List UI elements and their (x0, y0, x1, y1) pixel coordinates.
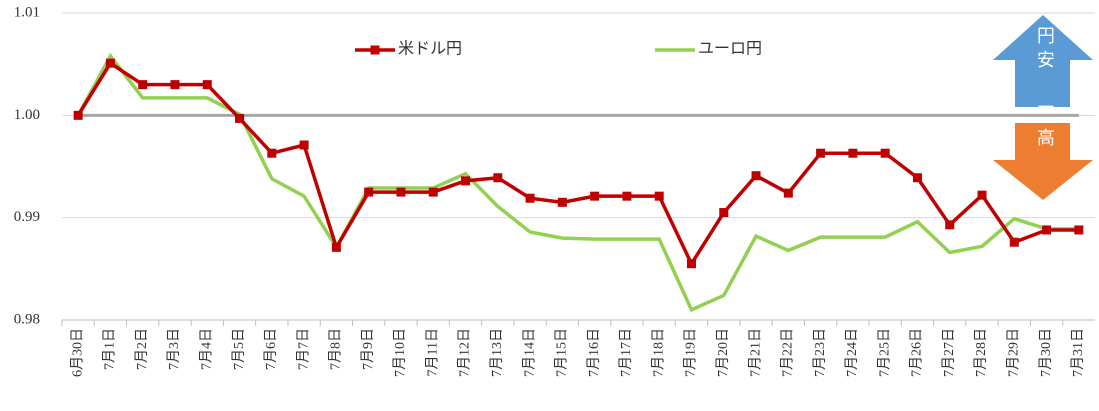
marker (880, 148, 890, 158)
marker (138, 80, 148, 90)
legend-marker (370, 45, 380, 55)
x-tick-label: 6月30日 (69, 328, 85, 377)
x-tick-label: 7月15日 (554, 328, 570, 377)
marker (912, 173, 922, 183)
x-tick-label: 7月17日 (618, 328, 634, 377)
x-tick-label: 7月9日 (360, 328, 376, 370)
x-tick-label: 7月13日 (489, 328, 505, 377)
x-tick-label: 7月14日 (521, 328, 537, 377)
x-tick-label: 7月19日 (683, 328, 699, 377)
marker (267, 148, 277, 158)
legend-label: 米ドル円 (398, 40, 462, 58)
y-tick-label: 1.01 (14, 4, 40, 20)
marker (719, 208, 729, 218)
x-tick-label: 7月28日 (973, 328, 989, 377)
marker (848, 148, 858, 158)
x-tick-label: 7月4日 (198, 328, 214, 370)
y-tick-label: 0.99 (14, 209, 40, 225)
down-arrow (993, 123, 1093, 200)
marker (461, 176, 471, 186)
series-line (76, 60, 1079, 268)
marker (622, 191, 632, 201)
marker (1042, 225, 1052, 235)
x-tick-label: 7月26日 (909, 328, 925, 377)
annotation: 円高 (1035, 104, 1055, 152)
marker (590, 191, 600, 201)
y-tick-label: 0.98 (14, 311, 40, 327)
x-tick-label: 7月8日 (328, 328, 344, 370)
marker (235, 113, 245, 123)
series-line (76, 52, 1079, 313)
marker (686, 259, 696, 269)
marker (299, 140, 309, 150)
x-tick-label: 7月2日 (134, 328, 150, 370)
x-tick-label: 7月12日 (457, 328, 473, 377)
marker (428, 187, 438, 197)
marker (945, 220, 955, 230)
x-tick-label: 7月10日 (392, 328, 408, 377)
x-tick-label: 7月16日 (586, 328, 602, 377)
marker (1074, 225, 1084, 235)
marker (654, 191, 664, 201)
x-tick-label: 7月25日 (876, 328, 892, 377)
x-tick-label: 7月3日 (166, 328, 182, 370)
x-tick-label: 7月24日 (844, 328, 860, 377)
x-tick-label: 7月31日 (1070, 328, 1086, 377)
x-tick-label: 7月30日 (1038, 328, 1054, 377)
marker (1009, 237, 1019, 247)
x-tick-label: 7月22日 (780, 328, 796, 377)
up-arrow (993, 15, 1093, 107)
x-tick-label: 7月5日 (231, 328, 247, 370)
x-tick-label: 7月7日 (295, 328, 311, 370)
marker (816, 148, 826, 158)
marker (525, 193, 535, 203)
marker (396, 187, 406, 197)
x-tick-label: 7月29日 (1006, 328, 1022, 377)
x-tick-label: 7月27日 (941, 328, 957, 377)
x-tick-label: 7月6日 (263, 328, 279, 370)
marker (105, 58, 115, 68)
marker (751, 171, 761, 181)
marker (202, 80, 212, 90)
x-tick-label: 7月23日 (812, 328, 828, 377)
y-tick-label: 1.00 (14, 107, 40, 123)
marker (783, 188, 793, 198)
marker (493, 173, 503, 183)
marker (557, 197, 567, 207)
marker (331, 242, 341, 252)
x-tick-label: 7月20日 (715, 328, 731, 377)
marker (73, 110, 83, 120)
marker (364, 187, 374, 197)
annotation: 円安 (1035, 26, 1055, 74)
x-tick-label: 7月11日 (424, 328, 440, 376)
marker (170, 80, 180, 90)
x-tick-label: 7月1日 (102, 328, 118, 370)
legend-label: ユーロ円 (698, 41, 762, 58)
x-tick-label: 7月21日 (747, 328, 763, 377)
x-tick-label: 7月18日 (650, 328, 666, 377)
marker (977, 190, 987, 200)
